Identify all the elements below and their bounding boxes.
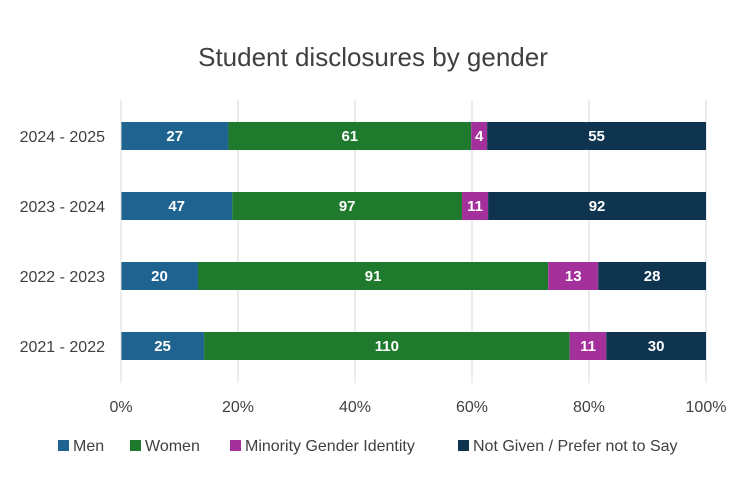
data-label: 30 — [648, 338, 665, 355]
bar-segment — [121, 332, 205, 360]
bar-segment — [606, 332, 706, 360]
category-labels: 2024 - 2025 2023 - 2024 2022 - 2023 2021 - … — [20, 129, 106, 356]
legend-label: Not Given / Prefer not to Say — [473, 438, 678, 455]
legend-label: Women — [145, 438, 200, 455]
x-axis-ticks: 0% 20% 40% 60% 80% 100% — [109, 399, 726, 416]
legend-swatch — [458, 440, 469, 451]
legend: Men Women Minority Gender Identity Not Give… — [58, 438, 678, 455]
chart-title: Student disclosures by gender — [198, 42, 548, 72]
data-label: 25 — [154, 338, 171, 355]
legend-swatch — [130, 440, 141, 451]
data-label: 11 — [580, 338, 596, 355]
data-label: 11 — [467, 198, 483, 215]
legend-swatch — [230, 440, 241, 451]
data-label: 27 — [166, 128, 183, 145]
bar-segment — [487, 122, 706, 150]
x-tick-label: 20% — [222, 399, 254, 416]
bars: 27 61 4 55 47 97 11 92 20 91 13 28 25 110 11 30 — [120, 100, 706, 383]
bar-segment — [232, 192, 463, 220]
bar-segment — [488, 192, 706, 220]
x-tick-label: 100% — [686, 399, 727, 416]
data-label: 61 — [341, 128, 358, 145]
data-label: 55 — [588, 128, 605, 145]
legend-label: Minority Gender Identity — [245, 438, 415, 455]
bar-segment — [462, 192, 489, 220]
x-tick-label: 40% — [339, 399, 371, 416]
bar-segment — [121, 122, 229, 150]
data-label: 91 — [365, 268, 382, 285]
legend-swatch — [58, 440, 69, 451]
bar-segment — [197, 262, 549, 290]
category-label: 2023 - 2024 — [20, 199, 106, 216]
data-label: 13 — [565, 268, 582, 285]
bar-segment — [548, 262, 599, 290]
data-label: 47 — [168, 198, 185, 215]
category-label: 2024 - 2025 — [20, 129, 106, 146]
bar-segment — [121, 192, 233, 220]
bar-segment — [569, 332, 607, 360]
x-tick-label: 80% — [573, 399, 605, 416]
data-label: 4 — [475, 128, 484, 145]
data-label: 110 — [375, 338, 399, 355]
category-label: 2022 - 2023 — [20, 269, 106, 286]
x-tick-label: 0% — [109, 399, 132, 416]
category-label: 2021 - 2022 — [20, 339, 106, 356]
bar-segment — [121, 262, 198, 290]
bar-segment — [471, 122, 488, 150]
data-label: 97 — [339, 198, 356, 215]
legend-label: Men — [73, 438, 104, 455]
bar-segment — [204, 332, 570, 360]
data-label: 20 — [151, 268, 168, 285]
data-label: 92 — [589, 198, 606, 215]
x-tick-label: 60% — [456, 399, 488, 416]
data-label: 28 — [644, 268, 661, 285]
bar-segment — [228, 122, 472, 150]
bar-segment — [598, 262, 706, 290]
